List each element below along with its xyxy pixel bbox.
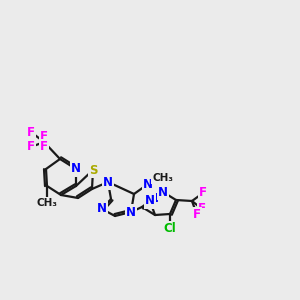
Text: F: F: [199, 187, 207, 200]
Text: F: F: [40, 130, 48, 143]
Text: N: N: [158, 185, 168, 199]
Text: CH₃: CH₃: [152, 173, 173, 183]
Text: N: N: [97, 202, 107, 215]
Text: N: N: [145, 194, 155, 208]
Text: S: S: [89, 164, 97, 176]
Text: F: F: [198, 202, 206, 215]
Text: N: N: [126, 206, 136, 218]
Text: F: F: [193, 208, 201, 221]
Text: F: F: [27, 125, 35, 139]
Text: CH₃: CH₃: [37, 198, 58, 208]
Text: Cl: Cl: [164, 223, 176, 236]
Text: N: N: [103, 176, 113, 188]
Text: F: F: [40, 140, 48, 154]
Text: N: N: [149, 191, 159, 205]
Text: N: N: [143, 178, 153, 190]
Text: F: F: [27, 140, 35, 154]
Text: N: N: [71, 163, 81, 176]
